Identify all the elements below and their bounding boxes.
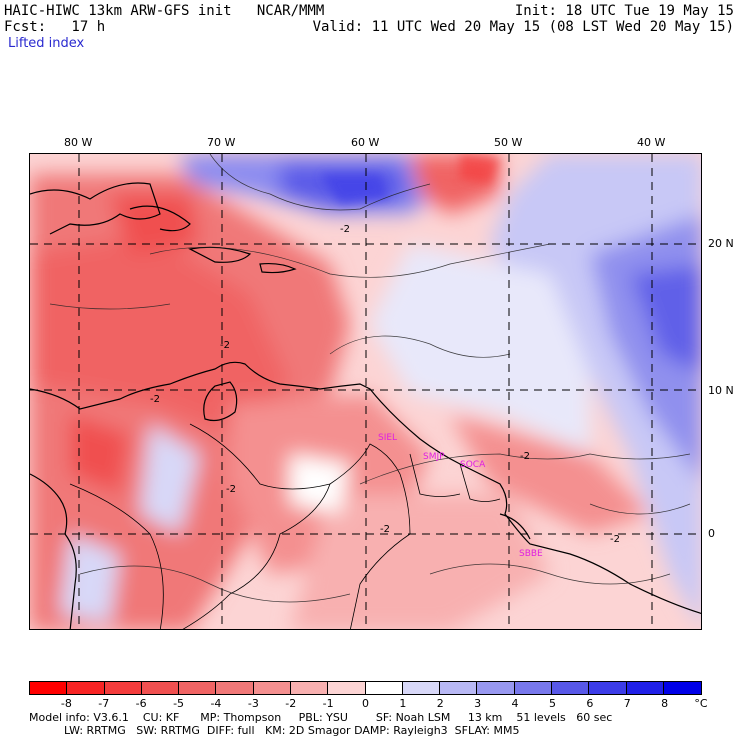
colorbar-swatch bbox=[477, 682, 515, 694]
station-label-smjp: SMJP bbox=[423, 452, 445, 462]
contour-label: -2 bbox=[150, 394, 160, 405]
colorbar-tick-label: 1 bbox=[399, 697, 407, 710]
lat-label-0: 0 bbox=[708, 527, 715, 540]
forecast-hour: Fcst: 17 h bbox=[4, 19, 106, 35]
contour-label: -2 bbox=[380, 524, 390, 535]
lon-label-60w: 60 W bbox=[351, 136, 380, 149]
field-name: Lifted index bbox=[8, 36, 85, 51]
colorbar-tick-label: 7 bbox=[623, 697, 631, 710]
lat-label-10n: 10 N bbox=[708, 384, 734, 397]
colorbar-tick-label: 4 bbox=[511, 697, 519, 710]
colorbar-swatch bbox=[179, 682, 217, 694]
lon-label-80w: 80 W bbox=[64, 136, 93, 149]
colorbar-tick-label: 8 bbox=[661, 697, 669, 710]
contours bbox=[49, 154, 691, 603]
colorbar-tick-label: -1 bbox=[322, 697, 334, 710]
colorbar-swatch bbox=[626, 682, 664, 694]
colorbar-swatch bbox=[551, 682, 590, 694]
contour-label: -2 bbox=[340, 224, 350, 235]
station-label-soca: SOCA bbox=[460, 460, 486, 470]
valid-time: Valid: 11 UTC Wed 20 May 15 (08 LST Wed … bbox=[312, 19, 734, 35]
lat-label-20n: 20 N bbox=[708, 237, 734, 250]
colorbar-swatch bbox=[440, 682, 478, 694]
colorbar-tick-label: 0 bbox=[362, 697, 369, 710]
colorbar-tick-label: 5 bbox=[548, 697, 556, 710]
station-label-sbbe: SBBE bbox=[519, 549, 543, 559]
colorbar-swatch bbox=[365, 682, 403, 694]
colorbar-tick-label: -8 bbox=[60, 697, 72, 710]
contour-label: -2 bbox=[520, 451, 530, 462]
colorbar-tick-label: -4 bbox=[210, 697, 222, 710]
colorbar-swatch bbox=[402, 682, 441, 694]
model-title: HAIC-HIWC 13km ARW-GFS init NCAR/MMM bbox=[4, 3, 325, 19]
colorbar-swatch bbox=[67, 682, 105, 694]
colorbar-tick-label: 6 bbox=[586, 697, 594, 710]
colorbar-tick-label: 2 bbox=[436, 697, 444, 710]
lifted-index-map: -2 -2 -2 -2 -2 -2 -2 SIEL SMJP SOCA SBBE bbox=[29, 153, 702, 630]
colorbar-swatch bbox=[514, 682, 552, 694]
colorbar-unit: °C bbox=[694, 697, 708, 710]
map-canvas bbox=[30, 154, 701, 629]
station-label-siel: SIEL bbox=[378, 433, 398, 443]
model-info-line1: Model info: V3.6.1 CU: KF MP: Thompson P… bbox=[29, 711, 613, 724]
colorbar-swatch bbox=[589, 682, 627, 694]
colorbar-tick-label: -6 bbox=[135, 697, 147, 710]
colorbar-tick-label: -7 bbox=[98, 697, 110, 710]
colorbar-tick-label: -2 bbox=[285, 697, 297, 710]
colorbar-tick-label: -3 bbox=[247, 697, 259, 710]
colorbar-tick-label: -5 bbox=[173, 697, 185, 710]
init-time: Init: 18 UTC Tue 19 May 15 bbox=[514, 3, 734, 19]
colorbar-swatch bbox=[30, 682, 68, 694]
lon-label-40w: 40 W bbox=[637, 136, 666, 149]
colorbar-tick-label: 3 bbox=[474, 697, 482, 710]
colorbar-swatch bbox=[663, 682, 702, 694]
latlon-grid bbox=[30, 154, 701, 629]
colorbar bbox=[29, 681, 702, 695]
colorbar-swatch bbox=[290, 682, 329, 694]
colorbar-swatch bbox=[141, 682, 180, 694]
contour-label: -2 bbox=[226, 484, 236, 495]
contour-label: -2 bbox=[610, 534, 620, 545]
colorbar-swatch bbox=[104, 682, 142, 694]
colorbar-swatch bbox=[216, 682, 254, 694]
colorbar-swatch bbox=[253, 682, 291, 694]
lon-label-70w: 70 W bbox=[207, 136, 236, 149]
colorbar-swatch bbox=[328, 682, 366, 694]
model-info-line2: LW: RRTMG SW: RRTMG DIFF: full KM: 2D Sm… bbox=[29, 724, 520, 737]
lon-label-50w: 50 W bbox=[494, 136, 523, 149]
contour-label: -2 bbox=[220, 340, 230, 351]
